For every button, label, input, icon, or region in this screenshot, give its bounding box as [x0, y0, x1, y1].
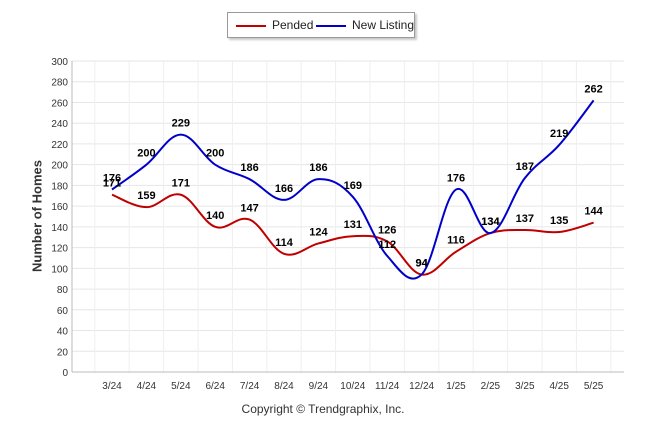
- legend-swatch-new-listing: [316, 24, 346, 27]
- data-label-pended: 144: [584, 206, 603, 218]
- data-label-pended: 137: [516, 213, 534, 225]
- data-label-pended: 94: [415, 258, 428, 270]
- legend-label-pended: Pended: [272, 18, 314, 32]
- data-labels: 171 159 171 140 147 114 124 131 126 94 116 134 137 13…: [103, 83, 604, 269]
- legend: Pended New Listing: [227, 12, 415, 38]
- x-tick-label: 6/24: [205, 381, 225, 392]
- copyright-text: Copyright © Trendgraphix, Inc.: [241, 402, 405, 416]
- x-tick-label: 9/24: [309, 381, 329, 392]
- y-tick-label: 60: [57, 306, 69, 317]
- data-label-new-listing: 94: [415, 258, 428, 270]
- data-label-pended: 171: [172, 178, 190, 190]
- y-tick-label: 180: [51, 181, 68, 192]
- y-tick-label: 220: [51, 140, 68, 151]
- data-label-new-listing: 112: [378, 239, 396, 251]
- y-tick-label: 80: [57, 285, 69, 296]
- data-label-new-listing: 229: [172, 118, 190, 130]
- x-tick-label: 4/25: [549, 381, 569, 392]
- y-tick-label: 200: [51, 161, 68, 172]
- y-tick-label: 140: [51, 223, 68, 234]
- axes: 0 20 40 60 80 100 120 140 160 180 200 220 240 260 280 3…: [51, 57, 624, 392]
- x-tick-label: 5/25: [584, 381, 604, 392]
- data-label-new-listing: 186: [309, 162, 327, 174]
- data-label-new-listing: 219: [550, 128, 568, 140]
- legend-swatch-pended: [236, 24, 266, 27]
- x-tick-label: 4/24: [137, 381, 157, 392]
- data-label-new-listing: 166: [275, 183, 293, 195]
- y-tick-label: 240: [51, 119, 68, 130]
- data-label-pended: 147: [240, 203, 258, 215]
- data-label-pended: 159: [137, 190, 155, 202]
- data-label-new-listing: 200: [137, 148, 155, 160]
- x-tick-label: 2/25: [481, 381, 501, 392]
- x-tick-label: 3/24: [102, 381, 122, 392]
- x-tick-label: 8/24: [274, 381, 294, 392]
- x-tick-label: 7/24: [240, 381, 260, 392]
- data-label-pended: 131: [344, 219, 362, 231]
- x-tick-label: 5/24: [171, 381, 191, 392]
- y-tick-label: 40: [57, 327, 69, 338]
- data-label-new-listing: 187: [516, 161, 534, 173]
- y-tick-label: 300: [51, 57, 68, 68]
- y-tick-label: 120: [51, 244, 68, 255]
- y-tick-label: 160: [51, 202, 68, 213]
- legend-label-new-listing: New Listing: [352, 18, 415, 32]
- data-label-new-listing: 186: [240, 162, 258, 174]
- data-label-pended: 140: [206, 210, 224, 222]
- y-tick-label: 20: [57, 347, 69, 358]
- data-label-new-listing: 176: [447, 173, 465, 185]
- data-label-pended: 126: [378, 224, 396, 236]
- data-label-pended: 134: [481, 216, 500, 228]
- legend-item-pended: Pended: [236, 18, 313, 32]
- data-label-pended: 171: [103, 178, 121, 190]
- y-axis-label: Number of Homes: [29, 160, 45, 272]
- series-line-pended: [111, 193, 594, 276]
- data-label-pended: 114: [275, 237, 294, 249]
- x-tick-label: 12/24: [409, 381, 434, 392]
- data-label-new-listing: 200: [206, 148, 224, 160]
- legend-item-new-listing: New Listing: [316, 18, 414, 32]
- series-lines: [111, 99, 595, 280]
- x-tick-label: 3/25: [515, 381, 535, 392]
- x-tick-label: 10/24: [340, 381, 365, 392]
- data-label-pended: 135: [550, 215, 568, 227]
- y-tick-label: 260: [51, 98, 68, 109]
- y-tick-label: 0: [62, 368, 68, 379]
- y-tick-label: 280: [51, 78, 68, 89]
- gridlines: [72, 60, 624, 373]
- data-label-new-listing: 169: [344, 180, 362, 192]
- y-tick-label: 100: [51, 264, 68, 275]
- x-tick-label: 11/24: [375, 381, 400, 392]
- series-line-new-listing: [111, 99, 595, 280]
- data-label-new-listing: 176: [103, 173, 121, 185]
- data-label-new-listing: 262: [584, 83, 602, 95]
- data-label-pended: 124: [309, 226, 328, 238]
- x-tick-label: 1/25: [446, 381, 466, 392]
- data-label-pended: 116: [447, 235, 465, 247]
- data-label-new-listing: 134: [481, 216, 500, 228]
